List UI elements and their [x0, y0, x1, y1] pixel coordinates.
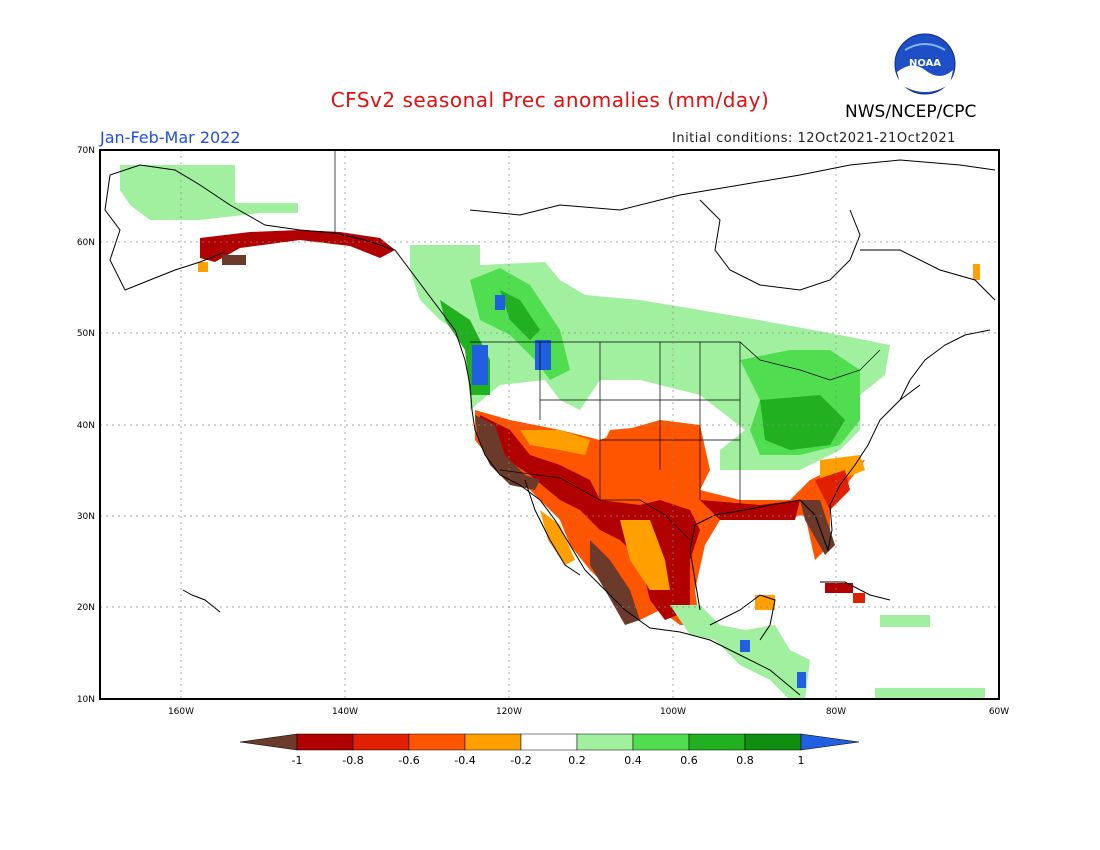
anomaly-alaska-spot2 [198, 262, 208, 272]
colorbar-tick-label: -0.4 [454, 754, 475, 767]
lon-label-120w: 120W [496, 707, 522, 717]
lon-labels: 160W 140W 120W 100W 80W 60W [168, 707, 1009, 717]
anomaly-rockies-blue2 [495, 295, 505, 310]
colorbar-tick-label: 0.4 [624, 754, 642, 767]
colorbar-swatch [744, 733, 802, 751]
coast-hawaii [182, 589, 221, 613]
anomaly-gulf-dry [700, 500, 800, 520]
anomaly-centralam-blue [740, 640, 750, 652]
anomaly-regions [120, 165, 985, 700]
colorbar-swatch [464, 733, 522, 751]
anomaly-mexico-extreme [590, 540, 640, 625]
colorbar-tick-label: -0.6 [398, 754, 419, 767]
lat-label-70n: 70N [77, 146, 95, 156]
anomaly-alaska-coast-dry [200, 230, 395, 262]
lat-label-20n: 20N [77, 603, 95, 613]
noaa-logo-icon: NOAA [894, 33, 956, 95]
lat-label-30n: 30N [77, 512, 95, 522]
lat-label-50n: 50N [77, 329, 95, 339]
colorbar-arrow-low [239, 733, 298, 751]
anomaly-baja-orange [540, 510, 575, 565]
border-us-canada [470, 341, 881, 381]
colorbar-swatch [296, 733, 354, 751]
agency-label: NWS/NCEP/CPC [845, 102, 977, 122]
coast-west-us [471, 409, 801, 696]
colorbar-swatch [576, 733, 634, 751]
anomaly-mexico-orange [620, 520, 670, 590]
anomaly-plains-orange [520, 430, 590, 455]
colorbar-swatch [520, 733, 578, 751]
lon-label-60w: 60W [989, 707, 1009, 717]
anomaly-centralam-wet [670, 605, 810, 700]
colorbar-swatch [688, 733, 746, 751]
lon-label-160w: 160W [168, 707, 194, 717]
anomaly-rockies-blue [535, 340, 551, 370]
coastlines [104, 159, 996, 696]
lat-label-60n: 60N [77, 238, 95, 248]
season-label: Jan-Feb-Mar 2022 [100, 128, 241, 147]
border-states-1 [539, 342, 741, 505]
coast-yucatan [709, 594, 776, 641]
colorbar-swatch [352, 733, 410, 751]
colorbar-tick-label: -0.8 [342, 754, 363, 767]
anomaly-rockies-wet2 [500, 290, 540, 340]
anomaly-labrador-orange [973, 264, 980, 280]
colorbar-tick-label: 0.2 [568, 754, 586, 767]
logo-text: NOAA [909, 58, 941, 69]
anomaly-texas-moderate [600, 425, 705, 495]
anomaly-alaska-wet [120, 165, 298, 220]
colorbar-tick-label: 0.8 [736, 754, 754, 767]
coast-alaska-west [104, 174, 226, 291]
border-us-mexico [499, 469, 691, 541]
colorbar: -1 -0.8 -0.6 -0.4 -0.2 0.2 0.4 0.6 0.8 1 [239, 733, 860, 767]
anomaly-alaska-spot [222, 255, 246, 265]
colorbar-swatch [632, 733, 690, 751]
coast-hudson [699, 199, 861, 291]
graticule [100, 150, 999, 699]
coast-gulf [689, 384, 921, 611]
colorbar-tick-label: 0.6 [680, 754, 698, 767]
map-background [100, 150, 999, 699]
colorbar-tick-label: -1 [292, 754, 303, 767]
chart-title: CFSv2 seasonal Prec anomalies (mm/day) [330, 88, 770, 112]
anomaly-yucatan-orange [755, 595, 775, 610]
lat-label-40n: 40N [77, 421, 95, 431]
anomaly-florida-extreme [800, 500, 835, 555]
anomaly-cuba-dry [825, 583, 853, 593]
anomaly-carolina-orange [820, 455, 865, 480]
lat-labels: 70N 60N 50N 40N 30N 20N 10N [77, 146, 95, 705]
anomaly-sa-wet [875, 688, 985, 698]
coast-arctic [469, 159, 996, 216]
borders [334, 150, 881, 541]
coast-alaska [109, 164, 473, 411]
anomaly-cuba-dry2 [853, 593, 865, 603]
map-frame [99, 149, 1000, 700]
anomaly-centralam-blue2 [797, 672, 806, 688]
coast-east-canada [899, 329, 991, 401]
initial-conditions-label: Initial conditions: 12Oct2021-21Oct2021 [672, 131, 956, 146]
anomaly-nw-coast-blue [472, 345, 488, 385]
colorbar-tick-label: -0.2 [510, 754, 531, 767]
colorbar-swatch [408, 733, 466, 751]
lon-label-140w: 140W [332, 707, 358, 717]
coast-baja [524, 479, 581, 576]
coast-labrador [860, 249, 996, 301]
anomaly-caribbean-wet [880, 615, 930, 627]
lat-label-10n: 10N [77, 695, 95, 705]
coast-cuba [820, 581, 891, 601]
anomaly-socal-extreme [475, 415, 540, 490]
colorbar-tick-label: 1 [798, 754, 805, 767]
lon-label-100w: 100W [660, 707, 686, 717]
lon-label-80w: 80W [826, 707, 846, 717]
colorbar-arrow-high [800, 733, 860, 751]
anomaly-carolina-red [815, 470, 850, 510]
anomaly-ohio-wet [760, 395, 845, 450]
